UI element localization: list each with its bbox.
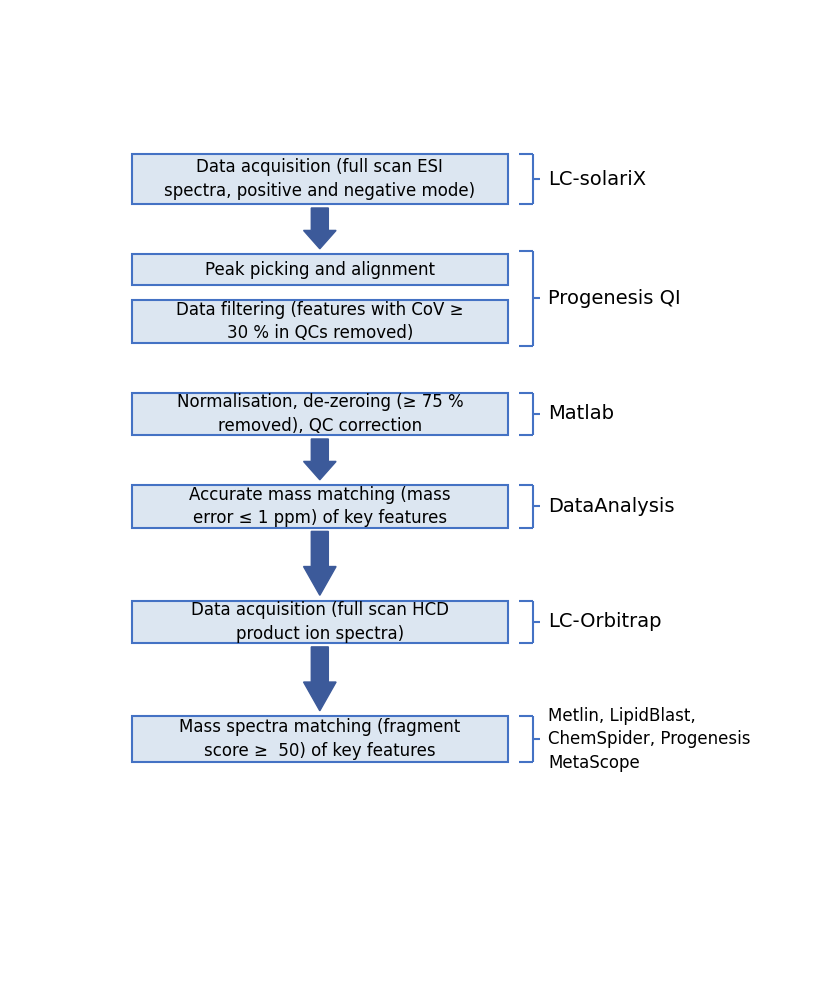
Text: Metlin, LipidBlast,
ChemSpider, Progenesis
MetaScope: Metlin, LipidBlast, ChemSpider, Progenes… — [548, 707, 751, 772]
FancyArrow shape — [303, 438, 336, 480]
Text: Progenesis QI: Progenesis QI — [548, 289, 680, 308]
FancyBboxPatch shape — [132, 254, 508, 285]
Text: Accurate mass matching (mass
error ≤ 1 ppm) of key features: Accurate mass matching (mass error ≤ 1 p… — [189, 486, 451, 527]
FancyBboxPatch shape — [132, 300, 508, 343]
FancyArrow shape — [303, 647, 336, 711]
FancyBboxPatch shape — [132, 716, 508, 762]
Text: DataAnalysis: DataAnalysis — [548, 497, 675, 516]
Text: Matlab: Matlab — [548, 404, 614, 423]
FancyBboxPatch shape — [132, 485, 508, 527]
Text: Peak picking and alignment: Peak picking and alignment — [204, 261, 435, 278]
Text: Mass spectra matching (fragment
score ≥  50) of key features: Mass spectra matching (fragment score ≥ … — [179, 719, 460, 760]
Text: LC-solariX: LC-solariX — [548, 169, 646, 188]
Text: Data acquisition (full scan ESI
spectra, positive and negative mode): Data acquisition (full scan ESI spectra,… — [164, 158, 475, 200]
Text: Data filtering (features with CoV ≥
30 % in QCs removed): Data filtering (features with CoV ≥ 30 %… — [176, 300, 463, 343]
FancyBboxPatch shape — [132, 601, 508, 643]
FancyBboxPatch shape — [132, 393, 508, 435]
FancyBboxPatch shape — [132, 154, 508, 205]
FancyArrow shape — [303, 531, 336, 596]
FancyArrow shape — [303, 208, 336, 249]
Text: Data acquisition (full scan HCD
product ion spectra): Data acquisition (full scan HCD product … — [191, 601, 449, 643]
Text: Normalisation, de-zeroing (≥ 75 %
removed), QC correction: Normalisation, de-zeroing (≥ 75 % remove… — [177, 393, 463, 434]
Text: LC-Orbitrap: LC-Orbitrap — [548, 612, 661, 631]
